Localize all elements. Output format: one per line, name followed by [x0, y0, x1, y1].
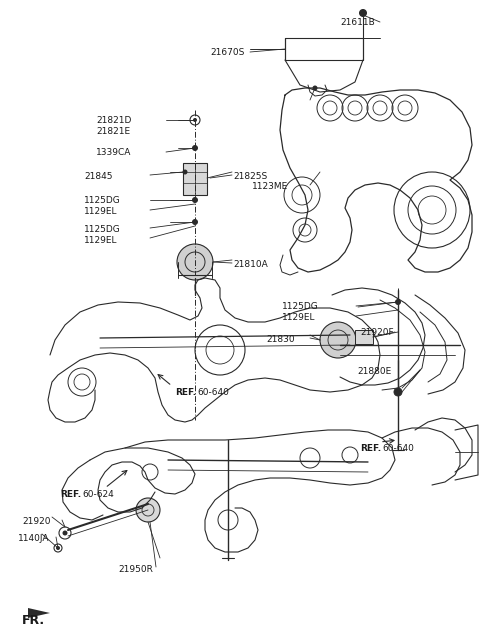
Text: 1129EL: 1129EL: [84, 236, 118, 245]
Text: 21880E: 21880E: [357, 367, 391, 376]
Circle shape: [177, 244, 213, 280]
Text: 1125DG: 1125DG: [84, 196, 121, 205]
Text: 21670S: 21670S: [210, 48, 244, 57]
Circle shape: [182, 169, 188, 174]
Circle shape: [192, 197, 198, 203]
Text: 21920F: 21920F: [360, 328, 394, 337]
Text: 1125DG: 1125DG: [282, 302, 319, 311]
Text: REF.: REF.: [60, 490, 81, 499]
Circle shape: [144, 503, 152, 510]
Text: 1339CA: 1339CA: [96, 148, 132, 157]
Text: 1123ME: 1123ME: [252, 182, 288, 191]
Bar: [183, 163, 207, 195]
Text: REF.: REF.: [360, 444, 381, 453]
Circle shape: [192, 219, 198, 225]
Circle shape: [320, 322, 356, 358]
Text: 1140JA: 1140JA: [18, 534, 49, 543]
Bar: [355, 330, 373, 344]
Text: 21845: 21845: [84, 172, 112, 181]
Text: 1129EL: 1129EL: [84, 207, 118, 216]
Polygon shape: [28, 608, 50, 618]
Text: 1129EL: 1129EL: [282, 313, 315, 322]
Circle shape: [395, 299, 401, 305]
Text: 60-624: 60-624: [82, 490, 114, 499]
Circle shape: [192, 145, 198, 151]
Circle shape: [56, 546, 60, 550]
Text: 60-640: 60-640: [197, 388, 229, 397]
Text: REF.: REF.: [175, 388, 196, 397]
Text: 21821D: 21821D: [96, 116, 132, 125]
Text: 1125DG: 1125DG: [84, 225, 121, 234]
Circle shape: [394, 388, 402, 396]
Circle shape: [193, 118, 197, 122]
Text: 21920: 21920: [22, 517, 50, 526]
Circle shape: [62, 531, 68, 535]
Text: 21821E: 21821E: [96, 127, 130, 136]
Text: 21611B: 21611B: [340, 18, 375, 27]
Text: 21825S: 21825S: [233, 172, 267, 181]
Circle shape: [312, 85, 317, 90]
Text: 21830: 21830: [266, 335, 295, 344]
Text: 21810A: 21810A: [233, 260, 268, 269]
Text: 21950R: 21950R: [118, 565, 153, 574]
Bar: [285, 38, 363, 60]
Circle shape: [360, 10, 367, 17]
Text: 60-640: 60-640: [382, 444, 414, 453]
Circle shape: [136, 498, 160, 522]
Text: FR.: FR.: [22, 614, 45, 627]
